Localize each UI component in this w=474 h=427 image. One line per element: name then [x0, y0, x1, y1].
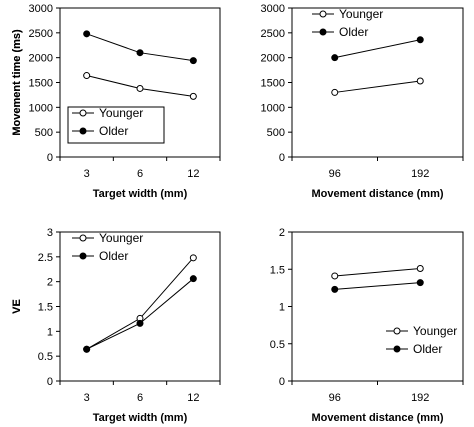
legend-marker-older: [79, 252, 87, 260]
data-point-younger: [331, 88, 339, 96]
y-tick-label: 1500: [29, 78, 53, 90]
plot-frame: [291, 231, 464, 382]
legend: Younger Older: [386, 324, 457, 356]
legend-marker-younger: [79, 109, 87, 117]
data-point-older: [189, 275, 197, 283]
x-tick-label: 12: [187, 392, 199, 404]
legend-marker-older: [79, 127, 87, 135]
x-axis-label: Movement distance (mm): [311, 188, 443, 200]
y-tick-label: 0: [47, 152, 53, 164]
data-point-older: [83, 30, 91, 38]
legend-marker-older: [319, 28, 327, 36]
y-axis-label: Movement time (ms): [11, 29, 23, 136]
legend-label: Older: [99, 124, 128, 138]
x-tick-label: 3: [84, 168, 90, 180]
y-tick-label: 1: [279, 302, 285, 314]
y-tick-label: 2.5: [38, 252, 53, 264]
data-point-younger: [83, 72, 91, 80]
y-tick-label: 2500: [261, 28, 285, 40]
legend-label: Younger: [413, 324, 457, 338]
x-axis-label: Target width (mm): [93, 412, 188, 424]
data-point-older: [83, 345, 91, 353]
legend-label: Older: [99, 249, 128, 263]
x-tick-label: 6: [137, 392, 143, 404]
series-line-younger: [334, 268, 421, 277]
legend-label: Older: [413, 342, 442, 356]
chart-panel-4: 0 0.5 1 1.5 2 96 192 Movement distance (mm) VE Yo…: [11, 227, 464, 424]
x-axis-label: Target width (mm): [93, 188, 188, 200]
legend-label: Younger: [339, 7, 383, 21]
y-axis-label: Movement time (ms): [11, 29, 23, 136]
data-point-older: [416, 279, 424, 287]
x-tick-label: 3: [84, 392, 90, 404]
legend: Younger Older: [312, 7, 383, 39]
data-point-younger: [189, 92, 197, 100]
y-tick-label: 1.5: [38, 302, 53, 314]
y-tick-label: 0: [279, 376, 285, 388]
legend-label: Younger: [99, 231, 143, 245]
data-point-younger: [416, 265, 424, 273]
series-line-older: [86, 33, 194, 62]
y-tick-label: 1: [47, 326, 53, 338]
data-point-younger: [136, 84, 144, 92]
x-tick-label: 6: [137, 168, 143, 180]
y-tick-label: 1000: [29, 102, 53, 114]
data-point-older: [189, 57, 197, 65]
y-tick-label: 1000: [261, 102, 285, 114]
y-tick-label: 2: [47, 277, 53, 289]
y-tick-label: 0.5: [38, 351, 53, 363]
data-point-older: [331, 54, 339, 62]
data-point-younger: [189, 254, 197, 262]
data-point-older: [136, 49, 144, 57]
y-tick-label: 0.5: [270, 339, 285, 351]
legend-marker-younger: [79, 234, 87, 242]
data-point-older: [416, 36, 424, 44]
y-tick-label: 0: [279, 152, 285, 164]
y-tick-label: 1.5: [270, 264, 285, 276]
y-tick-label: 2000: [29, 53, 53, 65]
y-tick-label: 2000: [261, 53, 285, 65]
y-tick-label: 3000: [29, 3, 53, 15]
data-point-older: [331, 285, 339, 293]
series-line-older: [334, 282, 421, 290]
legend-marker-younger: [393, 327, 401, 335]
x-tick-label: 96: [329, 168, 341, 180]
x-tick-label: 192: [411, 392, 429, 404]
y-tick-label: 1500: [261, 78, 285, 90]
y-tick-label: 2500: [29, 28, 53, 40]
x-tick-label: 12: [187, 168, 199, 180]
series-line-older: [86, 278, 194, 350]
legend: Younger Older: [67, 106, 165, 144]
series-line-younger: [334, 80, 421, 93]
x-tick-label: 96: [329, 392, 341, 404]
data-point-younger: [416, 77, 424, 85]
chart-panel-3: 0 0.5 1 1.5 2 2.5 3 3 6 12 Target width (mm) VE Youn…: [11, 227, 221, 424]
y-tick-label: 2: [279, 227, 285, 239]
data-point-older: [136, 319, 144, 327]
legend: Younger Older: [72, 231, 143, 263]
y-tick-label: 500: [267, 127, 285, 139]
legend-label: Younger: [99, 106, 143, 120]
chart-panel-1: 0 500 1000 1500 2000 2500 3000 3 6 12 Target width…: [11, 3, 221, 200]
legend-marker-younger: [319, 10, 327, 18]
legend-label: Older: [339, 25, 368, 39]
series-line-younger: [86, 257, 194, 350]
y-axis-label: VE: [11, 299, 23, 314]
plot-frame: [291, 7, 464, 158]
y-tick-label: 3000: [261, 3, 285, 15]
y-axis-label: VE: [11, 299, 23, 314]
x-tick-label: 192: [411, 168, 429, 180]
y-tick-label: 3: [47, 227, 53, 239]
x-axis-label: Movement distance (mm): [311, 412, 443, 424]
data-point-younger: [331, 272, 339, 280]
y-tick-label: 500: [35, 127, 53, 139]
series-line-older: [334, 39, 421, 59]
chart-panel-2: 0 500 1000 1500 2000 2500 3000 96 192 Movement di…: [11, 3, 464, 200]
y-tick-label: 0: [47, 376, 53, 388]
legend-marker-older: [393, 345, 401, 353]
